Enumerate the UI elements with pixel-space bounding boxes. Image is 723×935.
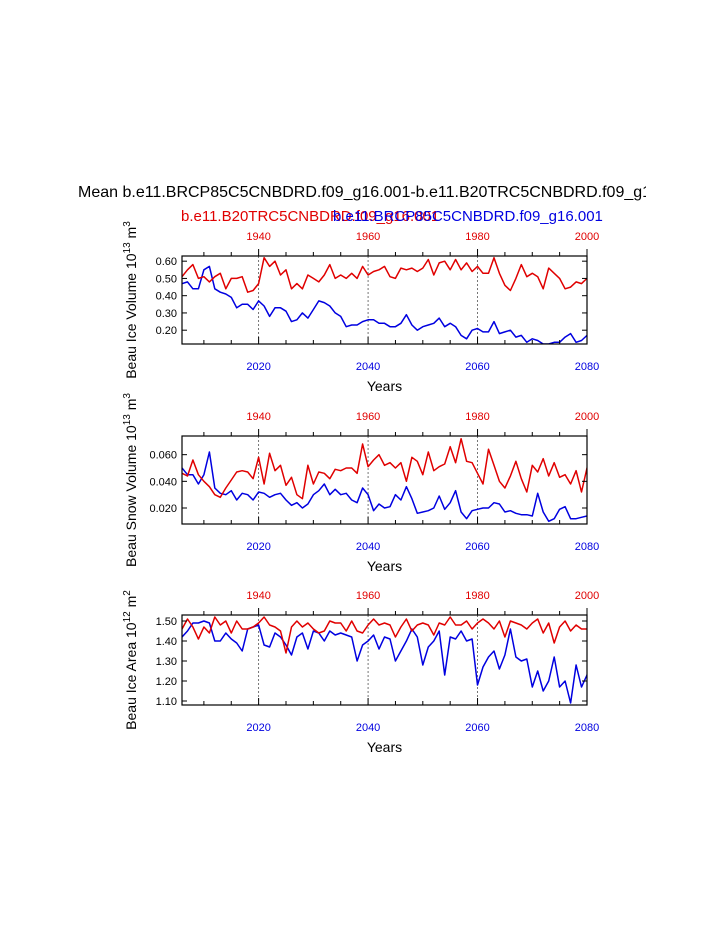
y-tick-label: 1.40 [156, 636, 177, 648]
y-tick-label: 0.50 [156, 273, 177, 285]
x-tick-label-bottom: 2060 [465, 361, 489, 373]
y-tick-label: 0.40 [156, 291, 177, 303]
y-axis-title-superscript: 12 [122, 611, 133, 623]
series-line-red [182, 616, 587, 654]
plot-frame [181, 614, 588, 706]
y-tick-label: 0.30 [156, 308, 177, 320]
x-tick-label-top: 1980 [465, 231, 489, 243]
x-tick-label-top: 1940 [246, 590, 270, 602]
y-tick-label: 1.30 [156, 656, 177, 668]
x-tick-label-top: 1960 [356, 231, 380, 243]
x-tick-label-bottom: 2040 [356, 722, 380, 734]
x-tick-label-bottom: 2040 [356, 361, 380, 373]
x-tick-label-top: 2000 [575, 590, 599, 602]
x-tick-label-top: 2000 [575, 231, 599, 243]
y-axis-title: Beau Ice Volume 1013 m3 [122, 221, 139, 379]
y-axis-title-superscript: 3 [122, 393, 133, 399]
series-line-red [182, 437, 587, 500]
y-axis-title: Beau Ice Area 1012 m2 [122, 590, 139, 730]
figure-title: Mean b.e11.BRCP85C5CNBDRD.f09_g16.001-b.… [78, 184, 646, 201]
y-tick-label: 0.20 [156, 325, 177, 337]
y-axis-title-text: m [123, 596, 139, 612]
y-axis-title-superscript: 13 [122, 414, 133, 426]
plot-frame [181, 435, 588, 525]
series-line-blue [182, 451, 587, 523]
y-axis-title-text: m [123, 399, 139, 415]
x-tick-label-top: 1980 [465, 411, 489, 423]
y-tick-label: 1.10 [156, 696, 177, 708]
y-axis-title-superscript: 13 [122, 242, 133, 254]
x-tick-label-bottom: 2020 [246, 541, 270, 553]
x-tick-label-bottom: 2060 [465, 722, 489, 734]
x-tick-label-top: 1960 [356, 411, 380, 423]
x-tick-label-top: 1960 [356, 590, 380, 602]
x-tick-label-bottom: 2020 [246, 722, 270, 734]
legend-label-red: b.e11.B20TRC5CNBDRD.f09_g16.001 [181, 208, 440, 225]
x-tick-label-top: 1940 [246, 231, 270, 243]
x-axis-title: Years [367, 558, 402, 574]
y-axis-title: Beau Snow Volume 1013 m3 [122, 393, 139, 567]
chart-panel-3: 1.10 1.20 1.30 1.40 1.50 2020 2040 2060 2080 1940… [122, 590, 599, 755]
x-tick-label-bottom: 2020 [246, 361, 270, 373]
x-tick-label-bottom: 2080 [575, 722, 599, 734]
y-axis-title-superscript: 2 [122, 590, 133, 596]
y-tick-label: 1.20 [156, 676, 177, 688]
series-line-red [182, 256, 587, 293]
x-axis-title: Years [367, 739, 402, 755]
y-tick-label: 0.060 [149, 450, 177, 462]
y-axis-title-text: m [123, 227, 139, 243]
x-tick-label-top: 2000 [575, 411, 599, 423]
series-line-blue [182, 620, 587, 704]
y-axis-title-text: Beau Snow Volume 10 [123, 425, 139, 567]
x-tick-label-bottom: 2060 [465, 541, 489, 553]
y-tick-label: 0.020 [149, 503, 177, 515]
plot-frame [181, 255, 588, 345]
x-tick-label-bottom: 2040 [356, 541, 380, 553]
series-line-blue [182, 265, 587, 344]
y-axis-title-superscript: 3 [122, 221, 133, 227]
y-axis-title-text: Beau Ice Area 10 [123, 622, 139, 730]
x-axis-title: Years [367, 378, 402, 394]
chart-panel-2: 0.020 0.040 0.060 2020 2040 2060 2080 1940 1960 1… [122, 393, 599, 574]
x-tick-label-bottom: 2080 [575, 361, 599, 373]
legend-label-blue: b.e11.BRCP85C5CNBDRD.f09_g16.001 [333, 208, 603, 225]
chart-panel-1: 0.20 0.30 0.40 0.50 0.60 2020 2040 2060 2080 1940… [122, 221, 599, 394]
y-axis-title-text: Beau Ice Volume 10 [123, 253, 139, 379]
x-tick-label-bottom: 2080 [575, 541, 599, 553]
y-tick-label: 1.50 [156, 616, 177, 628]
x-tick-label-top: 1980 [465, 590, 489, 602]
y-tick-label: 0.040 [149, 476, 177, 488]
x-tick-label-top: 1940 [246, 411, 270, 423]
y-tick-label: 0.60 [156, 256, 177, 268]
